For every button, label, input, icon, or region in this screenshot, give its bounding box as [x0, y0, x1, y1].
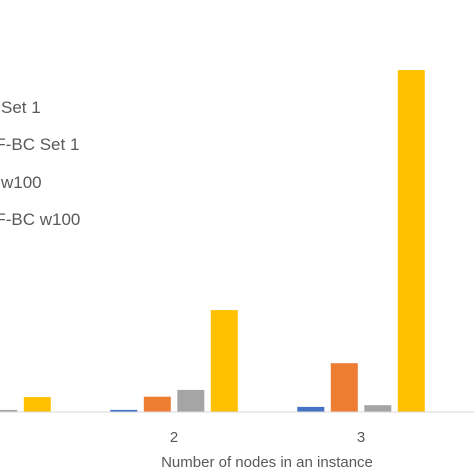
- x-tick-label-2: 2: [170, 429, 178, 446]
- legend-entry-bf-bc-set-1: BF-BC Set 1: [0, 135, 79, 154]
- bar-d-w100-cat-3: [364, 405, 392, 412]
- bar-bf-bc-set-1-cat-3: [330, 363, 358, 412]
- legend-entry-bf-bc-w100: BF-BC w100: [0, 210, 80, 229]
- bar-d-set-1-cat-3: [297, 406, 325, 412]
- bar-bf-bc-w100-cat-3: [397, 70, 425, 412]
- bar-bf-bc-set-1-cat-2: [143, 396, 171, 412]
- bar-d-set-1-cat-2: [110, 409, 138, 412]
- legend-entry-d-w100: D w100: [0, 173, 42, 192]
- bar-bf-bc-w100-cat-1: [23, 397, 51, 412]
- bar-d-w100-cat-2: [177, 389, 205, 412]
- bars-layer: [0, 70, 425, 412]
- x-axis-label: Number of nodes in an instance: [161, 454, 373, 471]
- x-tick-label-3: 3: [357, 429, 365, 446]
- bar-bf-bc-w100-cat-2: [210, 310, 238, 412]
- bar-d-w100-cat-1: [0, 409, 18, 412]
- legend: D Set 1 BF-BC Set 1 D w100 BF-BC w100: [0, 98, 80, 229]
- legend-entry-d-set-1: D Set 1: [0, 98, 41, 117]
